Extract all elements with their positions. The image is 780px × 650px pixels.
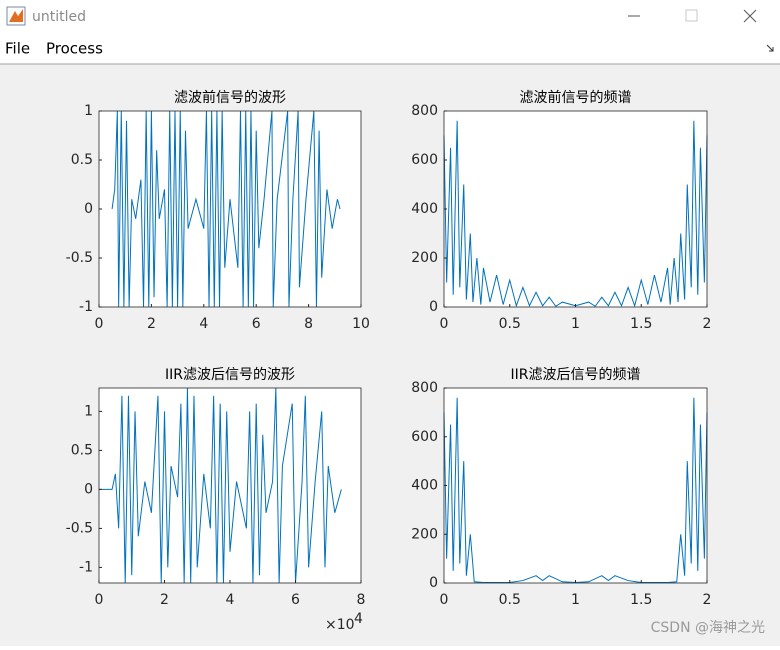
y-tick-label: 0 [84, 481, 93, 497]
y-tick-label: 0 [429, 299, 438, 315]
x-tick-label: 0 [440, 316, 449, 332]
maximize-button[interactable] [685, 9, 698, 22]
y-tick-label: 0.5 [71, 152, 93, 168]
y-tick-label: 600 [411, 429, 438, 445]
menu-item[interactable]: File [5, 40, 30, 58]
x-tick-label: 1 [571, 316, 580, 332]
y-tick-label: 800 [411, 380, 438, 396]
menu-bar [0, 35, 780, 64]
x-tick-label: 1.5 [630, 316, 652, 332]
plot-area [444, 111, 707, 307]
y-tick-label: 600 [411, 152, 438, 168]
y-tick-label: 200 [411, 526, 438, 542]
x-tick-label: 1.5 [630, 592, 652, 608]
x-tick-label: 1 [571, 592, 580, 608]
close-button[interactable] [743, 9, 757, 23]
x-tick-label: 8 [304, 316, 313, 332]
x-tick-label: 0.5 [499, 592, 521, 608]
y-tick-label: 1 [84, 103, 93, 119]
x-tick-label: 0 [95, 316, 104, 332]
x-tick-label: 2 [703, 316, 712, 332]
toolbar-toggle[interactable] [766, 44, 774, 52]
signal-line [111, 110, 341, 308]
y-tick-label: 200 [411, 250, 438, 266]
y-tick-label: 1 [84, 403, 93, 419]
chart-title: 滤波前信号的波形 [174, 89, 286, 106]
window-title: untitled [32, 9, 86, 25]
x-tick-label: 2 [147, 316, 156, 332]
x-tick-label: 0 [440, 592, 449, 608]
x-tick-label: 2 [703, 592, 712, 608]
x-tick-label: 2 [160, 592, 169, 608]
plot-area [444, 388, 707, 583]
chart-title: IIR滤波后信号的频谱 [511, 367, 641, 383]
y-tick-label: 400 [411, 478, 438, 494]
y-tick-label: -1 [79, 299, 93, 315]
x-tick-label: 0.5 [499, 316, 521, 332]
x-multiplier: ×10 [325, 617, 355, 633]
y-tick-label: -1 [79, 559, 93, 575]
y-tick-label: -0.5 [66, 520, 93, 536]
x-tick-label: 0 [95, 592, 104, 608]
x-tick-label: 8 [357, 592, 366, 608]
x-multiplier-power: 4 [354, 611, 363, 627]
menu-item[interactable]: Process [46, 40, 103, 58]
x-tick-label: 4 [199, 316, 208, 332]
watermark: CSDN @海神之光 [651, 620, 765, 636]
y-tick-label: 0.5 [71, 442, 93, 458]
app-icon-shape [9, 9, 23, 22]
y-tick-label: 400 [411, 201, 438, 217]
x-tick-label: 10 [352, 316, 370, 332]
y-tick-label: -0.5 [66, 250, 93, 266]
y-tick-label: 800 [411, 103, 438, 119]
y-tick-label: 0 [84, 201, 93, 217]
x-tick-label: 6 [291, 592, 300, 608]
x-tick-label: 6 [252, 316, 261, 332]
x-tick-label: 4 [226, 592, 235, 608]
chart-title: 滤波前信号的频谱 [520, 89, 632, 106]
chart-title: IIR滤波后信号的波形 [165, 367, 295, 383]
title-bar [0, 0, 780, 35]
y-tick-label: 0 [429, 575, 438, 591]
